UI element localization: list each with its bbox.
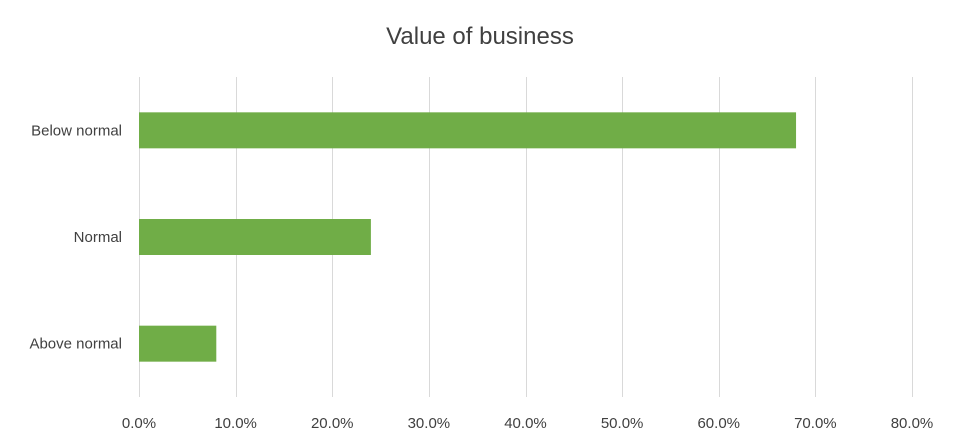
bar	[139, 325, 217, 362]
bar	[139, 219, 371, 255]
x-tick-label: 70.0%	[794, 415, 837, 432]
x-tick-label: 30.0%	[408, 415, 451, 432]
bar	[139, 112, 797, 149]
category-label: Normal	[74, 229, 122, 246]
x-tick-label: 20.0%	[311, 415, 354, 432]
category-labels: Below normal Normal Above normal	[29, 122, 122, 352]
chart-title: Value of business	[386, 23, 574, 50]
x-tick-label: 50.0%	[601, 415, 644, 432]
category-label: Below normal	[31, 122, 122, 139]
x-axis-tick-labels: 0.0% 10.0% 20.0% 30.0% 40.0% 50.0% 60.0% 70.0% 8…	[122, 415, 933, 432]
x-tick-label: 40.0%	[504, 415, 547, 432]
x-tick-label: 10.0%	[214, 415, 257, 432]
x-tick-label: 60.0%	[697, 415, 740, 432]
x-tick-label: 80.0%	[891, 415, 934, 432]
category-label: Above normal	[29, 336, 122, 353]
bars	[139, 112, 797, 362]
x-tick-label: 0.0%	[122, 415, 156, 432]
